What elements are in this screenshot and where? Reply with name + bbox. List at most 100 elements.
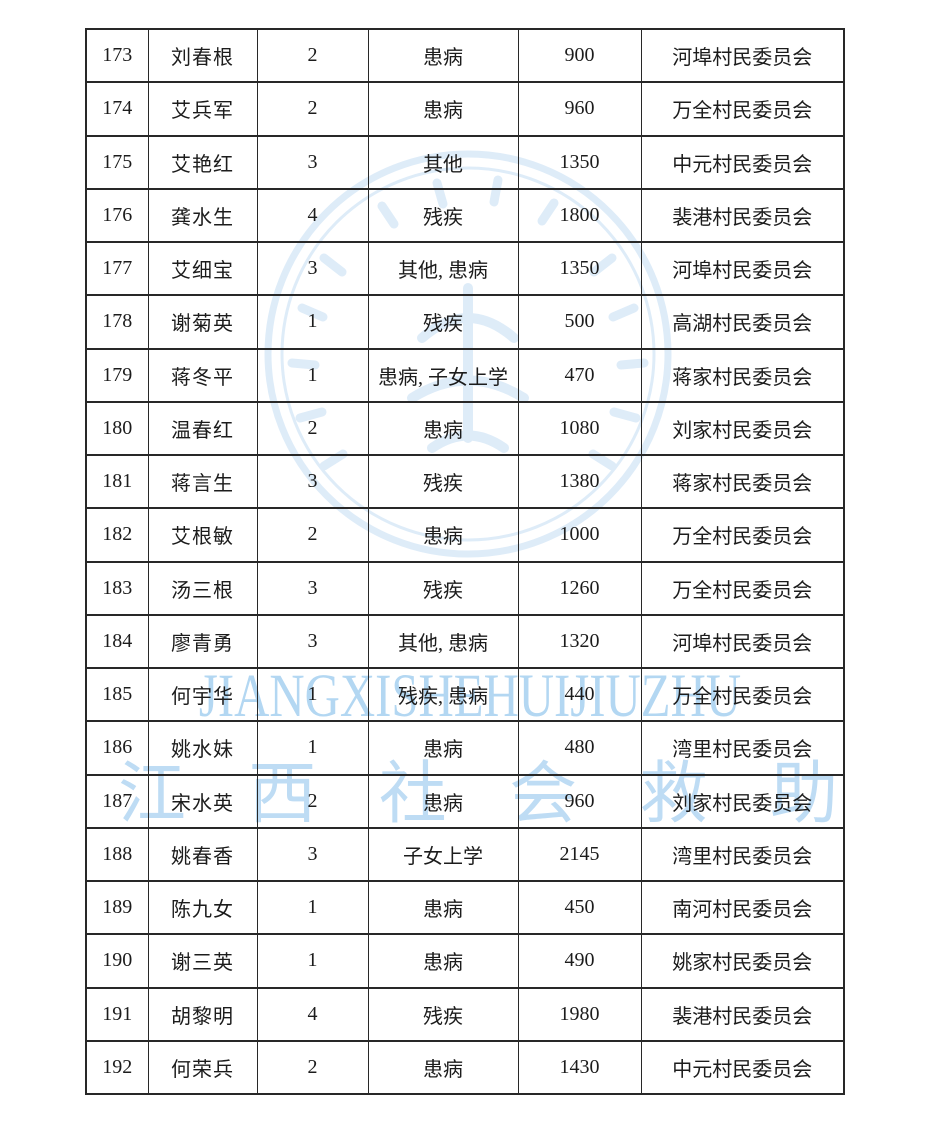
cell-village: 蒋家村民委员会: [640, 453, 845, 510]
cell-name: 刘春根: [147, 27, 258, 84]
cell-no: 186: [85, 720, 149, 776]
table-row: 175 艾艳红 3 其他 1350 中元村民委员会: [85, 134, 845, 190]
cell-no: 188: [85, 826, 149, 883]
table-row: 179 蒋冬平 1 患病, 子女上学 470 蒋家村民委员会: [85, 347, 845, 403]
cell-amount: 1800: [517, 187, 642, 244]
cell-reason: 残疾, 患病: [367, 666, 519, 723]
table-row: 182 艾根敏 2 患病 1000 万全村民委员会: [85, 507, 845, 563]
cell-name: 蒋冬平: [147, 347, 258, 403]
cell-name: 谢三英: [147, 933, 258, 989]
cell-reason: 患病: [367, 507, 519, 563]
cell-no: 174: [85, 81, 149, 137]
cell-persons: 1: [256, 879, 369, 936]
cell-no: 190: [85, 933, 149, 989]
cell-persons: 2: [256, 81, 369, 137]
cell-persons: 3: [256, 134, 369, 190]
cell-no: 175: [85, 134, 149, 190]
table-row: 192 何荣兵 2 患病 1430 中元村民委员会: [85, 1039, 845, 1096]
table-row: 181 蒋言生 3 残疾 1380 蒋家村民委员会: [85, 453, 845, 510]
cell-amount: 2145: [517, 826, 642, 883]
cell-no: 192: [85, 1039, 149, 1096]
cell-village: 蒋家村民委员会: [640, 347, 845, 403]
cell-name: 艾细宝: [147, 240, 258, 297]
cell-persons: 3: [256, 826, 369, 883]
cell-no: 176: [85, 187, 149, 244]
cell-amount: 1080: [517, 400, 642, 457]
cell-village: 中元村民委员会: [640, 1039, 845, 1096]
cell-amount: 960: [517, 773, 642, 829]
cell-village: 万全村民委员会: [640, 666, 845, 723]
cell-no: 187: [85, 773, 149, 829]
cell-persons: 2: [256, 400, 369, 457]
cell-reason: 残疾: [367, 187, 519, 244]
cell-village: 河埠村民委员会: [640, 613, 845, 670]
table-row: 184 廖青勇 3 其他, 患病 1320 河埠村民委员会: [85, 613, 845, 670]
cell-reason: 其他: [367, 134, 519, 190]
table-row: 189 陈九女 1 患病 450 南河村民委员会: [85, 879, 845, 936]
table-row: 186 姚水妹 1 患病 480 湾里村民委员会: [85, 720, 845, 776]
cell-village: 高湖村民委员会: [640, 294, 845, 350]
cell-reason: 其他, 患病: [367, 613, 519, 670]
table-row: 185 何宇华 1 残疾, 患病 440 万全村民委员会: [85, 666, 845, 723]
cell-village: 万全村民委员会: [640, 81, 845, 137]
cell-amount: 1350: [517, 134, 642, 190]
cell-reason: 患病: [367, 1039, 519, 1096]
cell-persons: 1: [256, 347, 369, 403]
cell-persons: 2: [256, 773, 369, 829]
cell-amount: 440: [517, 666, 642, 723]
cell-persons: 2: [256, 1039, 369, 1096]
cell-persons: 1: [256, 720, 369, 776]
cell-no: 184: [85, 613, 149, 670]
table-row: 176 龚水生 4 残疾 1800 裴港村民委员会: [85, 187, 845, 244]
cell-village: 万全村民委员会: [640, 507, 845, 563]
cell-amount: 1380: [517, 453, 642, 510]
cell-reason: 患病: [367, 81, 519, 137]
cell-persons: 3: [256, 240, 369, 297]
cell-no: 179: [85, 347, 149, 403]
cell-village: 万全村民委员会: [640, 560, 845, 616]
cell-village: 河埠村民委员会: [640, 240, 845, 297]
cell-no: 191: [85, 986, 149, 1042]
cell-amount: 1260: [517, 560, 642, 616]
cell-amount: 480: [517, 720, 642, 776]
cell-reason: 患病, 子女上学: [367, 347, 519, 403]
cell-name: 何荣兵: [147, 1039, 258, 1096]
cell-amount: 450: [517, 879, 642, 936]
cell-village: 中元村民委员会: [640, 134, 845, 190]
cell-no: 178: [85, 294, 149, 350]
cell-name: 胡黎明: [147, 986, 258, 1042]
cell-persons: 1: [256, 294, 369, 350]
cell-village: 南河村民委员会: [640, 879, 845, 936]
cell-village: 刘家村民委员会: [640, 773, 845, 829]
cell-reason: 残疾: [367, 986, 519, 1042]
cell-reason: 患病: [367, 879, 519, 936]
assistance-table: 173 刘春根 2 患病 900 河埠村民委员会 174 艾兵军 2 患病 960 万全村民委员会 17…: [85, 27, 845, 1096]
cell-amount: 490: [517, 933, 642, 989]
cell-amount: 500: [517, 294, 642, 350]
cell-name: 何宇华: [147, 666, 258, 723]
cell-reason: 残疾: [367, 560, 519, 616]
cell-name: 姚水妹: [147, 720, 258, 776]
cell-persons: 4: [256, 187, 369, 244]
cell-name: 蒋言生: [147, 453, 258, 510]
cell-village: 湾里村民委员会: [640, 720, 845, 776]
cell-persons: 2: [256, 27, 369, 84]
cell-reason: 患病: [367, 933, 519, 989]
table-row: 188 姚春香 3 子女上学 2145 湾里村民委员会: [85, 826, 845, 883]
cell-reason: 患病: [367, 720, 519, 776]
cell-amount: 900: [517, 27, 642, 84]
table-row: 173 刘春根 2 患病 900 河埠村民委员会: [85, 27, 845, 84]
cell-amount: 1980: [517, 986, 642, 1042]
table-row: 190 谢三英 1 患病 490 姚家村民委员会: [85, 933, 845, 989]
cell-name: 温春红: [147, 400, 258, 457]
cell-persons: 1: [256, 666, 369, 723]
cell-no: 182: [85, 507, 149, 563]
cell-amount: 470: [517, 347, 642, 403]
cell-amount: 960: [517, 81, 642, 137]
cell-no: 177: [85, 240, 149, 297]
cell-no: 185: [85, 666, 149, 723]
cell-village: 裴港村民委员会: [640, 187, 845, 244]
cell-name: 廖青勇: [147, 613, 258, 670]
cell-reason: 其他, 患病: [367, 240, 519, 297]
cell-name: 姚春香: [147, 826, 258, 883]
